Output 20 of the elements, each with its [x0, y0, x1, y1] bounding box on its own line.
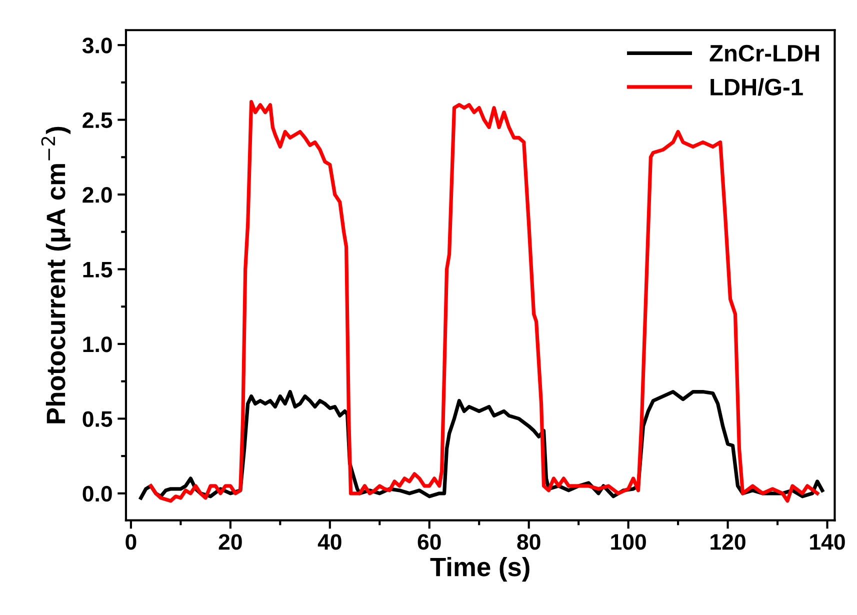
x-tick-label: 20: [218, 534, 242, 550]
legend-label: LDH/G-1: [710, 78, 803, 96]
y-tick-label: 3.0: [82, 38, 112, 54]
x-tick-label: 60: [418, 534, 441, 550]
x-tick-label: 120: [710, 534, 746, 550]
x-tick-label: 140: [810, 534, 845, 550]
line-series: [149, 100, 820, 503]
legend-label: ZnCr-LDH: [710, 44, 819, 62]
y-tick-label: 0.5: [82, 411, 112, 427]
y-tick-label: 2.5: [82, 112, 112, 128]
x-tick-label: 80: [517, 534, 540, 550]
y-axis-title: Photocurrent (μA cm$^{−2}$): [41, 126, 71, 424]
x-tick-label: 40: [318, 534, 342, 550]
y-tick-label: 1.0: [83, 336, 112, 352]
x-tick-label: 0: [126, 534, 136, 550]
y-tick-label: 1.5: [83, 262, 112, 278]
y-tick-label: 2.0: [82, 187, 112, 203]
x-axis-title: Time (s): [430, 556, 530, 582]
x-tick-label: 100: [611, 534, 646, 550]
y-tick-label: 0.0: [82, 486, 112, 502]
